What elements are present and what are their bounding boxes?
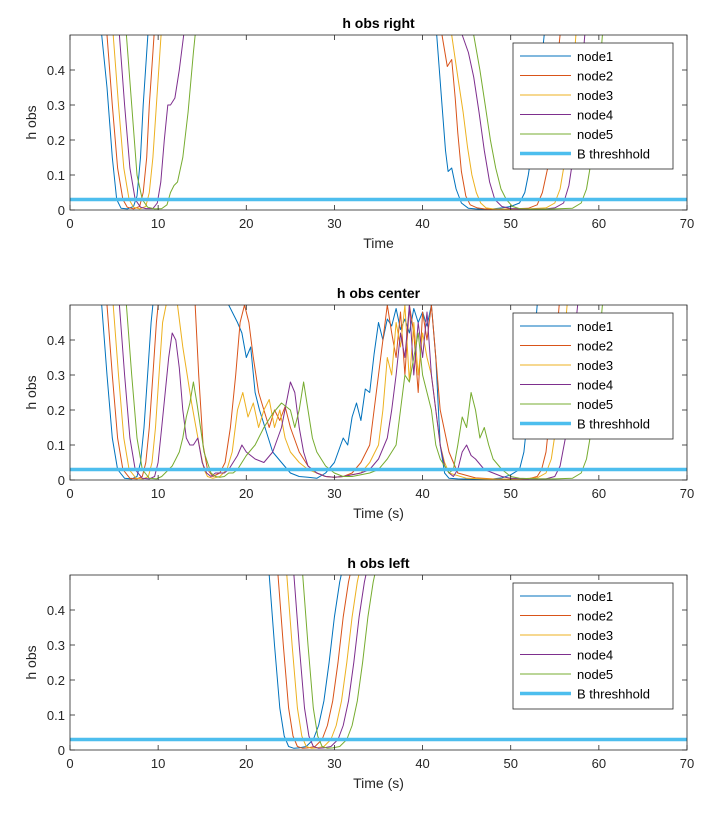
y-tick-label: 0.1 bbox=[47, 168, 65, 183]
x-tick-label: 30 bbox=[327, 486, 341, 501]
x-tick-label: 60 bbox=[592, 756, 606, 771]
x-tick-label: 40 bbox=[415, 756, 429, 771]
y-axis-label: h obs bbox=[23, 375, 39, 409]
x-tick-label: 60 bbox=[592, 486, 606, 501]
legend-entry: node2 bbox=[577, 69, 613, 84]
legend-entry: node3 bbox=[577, 88, 613, 103]
legend: node1 node2 node3 node4 node5 B threshhold bbox=[512, 312, 674, 440]
legend-entry: node3 bbox=[577, 628, 613, 643]
axes-box bbox=[69, 34, 688, 211]
x-axis-label: Time bbox=[363, 235, 394, 251]
y-tick-label: 0.3 bbox=[47, 98, 65, 113]
x-axis-label: Time (s) bbox=[353, 775, 404, 791]
series-line-node2 bbox=[106, 35, 561, 210]
x-tick-label: 50 bbox=[503, 486, 517, 501]
x-tick-label: 10 bbox=[151, 216, 165, 231]
y-tick-label: 0.4 bbox=[47, 603, 65, 618]
legend-entry: node5 bbox=[577, 127, 613, 142]
legend: node1 node2 node3 node4 node5 B threshhold bbox=[512, 42, 674, 170]
chart-panel-1: 0 10 20 30 40 50 60 70 0 0.1 0.2 0.3 0.4 h obs center… bbox=[23, 285, 694, 521]
series-line-node5 bbox=[125, 35, 603, 210]
series-line-node1 bbox=[101, 35, 545, 210]
legend-entry: node4 bbox=[577, 108, 613, 123]
series-line-node4 bbox=[118, 35, 586, 210]
series-line-node4 bbox=[118, 305, 579, 480]
x-tick-label: 60 bbox=[592, 216, 606, 231]
chart-title: h obs right bbox=[342, 15, 415, 31]
axes-box bbox=[69, 304, 688, 481]
legend-entry: B threshhold bbox=[577, 417, 650, 432]
legend-entry: node1 bbox=[577, 319, 613, 334]
legend-entry: B threshhold bbox=[577, 687, 650, 702]
x-axis-label: Time (s) bbox=[353, 505, 404, 521]
legend-box bbox=[512, 312, 674, 440]
series-line-node4 bbox=[293, 575, 367, 749]
x-tick-label: 10 bbox=[151, 486, 165, 501]
legend-entry: node2 bbox=[577, 339, 613, 354]
legend-entry: node5 bbox=[577, 397, 613, 412]
chart-title: h obs center bbox=[337, 285, 421, 301]
y-axis-label: h obs bbox=[23, 105, 39, 139]
x-tick-label: 20 bbox=[239, 486, 253, 501]
legend-entry: node1 bbox=[577, 49, 613, 64]
x-tick-label: 0 bbox=[66, 486, 73, 501]
legend-box bbox=[512, 582, 674, 710]
x-tick-label: 70 bbox=[680, 486, 694, 501]
y-axis-label: h obs bbox=[23, 645, 39, 679]
y-tick-label: 0.2 bbox=[47, 133, 65, 148]
x-tick-label: 10 bbox=[151, 756, 165, 771]
y-tick-label: 0 bbox=[58, 743, 65, 758]
y-tick-label: 0.4 bbox=[47, 63, 65, 78]
legend-entry: node2 bbox=[577, 609, 613, 624]
legend-entry: node1 bbox=[577, 589, 613, 604]
chart-title: h obs left bbox=[347, 555, 410, 571]
x-tick-label: 20 bbox=[239, 216, 253, 231]
series-line-node3 bbox=[112, 305, 568, 480]
legend-entry: node5 bbox=[577, 667, 613, 682]
x-tick-label: 70 bbox=[680, 216, 694, 231]
series-line-node2 bbox=[277, 575, 351, 749]
series-line-node5 bbox=[302, 575, 376, 749]
y-tick-label: 0.3 bbox=[47, 368, 65, 383]
x-tick-label: 0 bbox=[66, 216, 73, 231]
x-tick-label: 70 bbox=[680, 756, 694, 771]
x-tick-label: 0 bbox=[66, 756, 73, 771]
axes-box bbox=[69, 574, 688, 751]
chart-panel-2: 0 10 20 30 40 50 60 70 0 0.1 0.2 0.3 0.4 h obs left Ti… bbox=[23, 555, 694, 791]
y-tick-label: 0.2 bbox=[47, 673, 65, 688]
y-tick-label: 0 bbox=[58, 473, 65, 488]
y-tick-label: 0.3 bbox=[47, 638, 65, 653]
x-tick-label: 30 bbox=[327, 756, 341, 771]
chart-panel-0: 0 10 20 30 40 50 60 70 0 0.1 0.2 0.3 0.4 h obs right T… bbox=[23, 15, 694, 251]
legend-entry: node4 bbox=[577, 648, 613, 663]
x-tick-label: 50 bbox=[503, 756, 517, 771]
legend-entry: B threshhold bbox=[577, 147, 650, 162]
legend: node1 node2 node3 node4 node5 B threshhold bbox=[512, 582, 674, 710]
series-line-node3 bbox=[286, 575, 360, 749]
y-tick-label: 0.4 bbox=[47, 333, 65, 348]
y-tick-label: 0.2 bbox=[47, 403, 65, 418]
y-tick-label: 0 bbox=[58, 203, 65, 218]
x-tick-label: 40 bbox=[415, 216, 429, 231]
x-tick-label: 20 bbox=[239, 756, 253, 771]
x-tick-label: 30 bbox=[327, 216, 341, 231]
y-tick-label: 0.1 bbox=[47, 708, 65, 723]
legend-entry: node4 bbox=[577, 378, 613, 393]
y-tick-label: 0.1 bbox=[47, 438, 65, 453]
legend-entry: node3 bbox=[577, 358, 613, 373]
x-tick-label: 40 bbox=[415, 486, 429, 501]
series-line-node2 bbox=[106, 305, 560, 480]
x-tick-label: 50 bbox=[503, 216, 517, 231]
legend-box bbox=[512, 42, 674, 170]
